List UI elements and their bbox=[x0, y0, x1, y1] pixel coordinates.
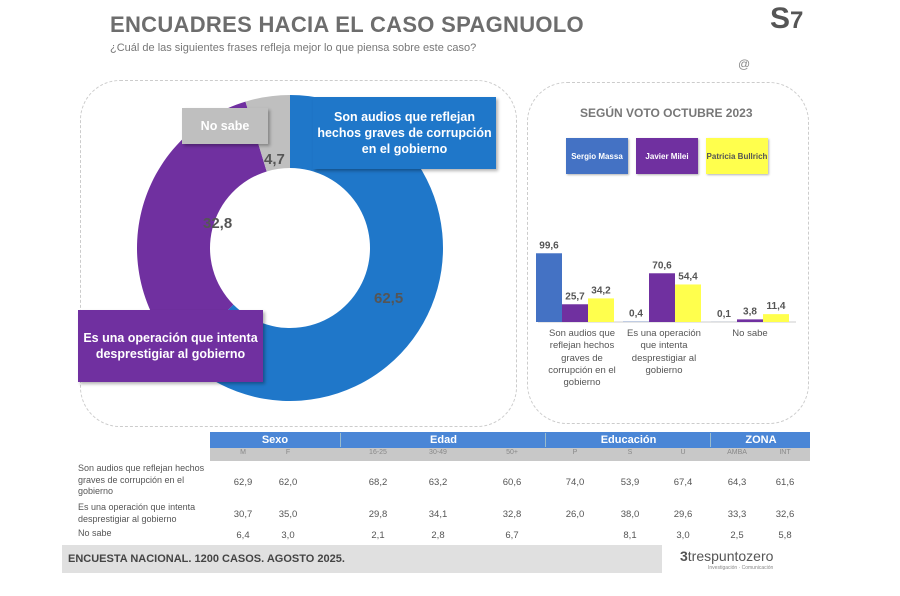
table-cell: 5,8 bbox=[778, 530, 792, 541]
table-cell: 61,6 bbox=[775, 477, 795, 488]
bar-category-corrupcion: Son audios que reflejan hechos graves de… bbox=[548, 328, 616, 389]
bar-value-label: 3,8 bbox=[743, 306, 757, 317]
legend-bullrich: Patricia Bullrich bbox=[706, 138, 768, 174]
bar-value-label: 54,4 bbox=[678, 271, 698, 282]
donut-slice bbox=[136, 101, 267, 357]
table-cell: 6,4 bbox=[236, 530, 250, 541]
footer-note-band bbox=[62, 545, 662, 573]
brand-tagline: Investigación · Comunicación bbox=[708, 565, 774, 571]
table-cell: 35,0 bbox=[278, 509, 298, 520]
bar-value-label: 99,6 bbox=[539, 240, 559, 251]
row-label-nosabe: No sabe bbox=[78, 528, 112, 538]
swirl-icon: @ bbox=[738, 57, 751, 71]
group-zona: ZONA bbox=[710, 433, 811, 447]
column-header: U bbox=[680, 449, 686, 456]
label-box-no-sabe: No sabe bbox=[182, 108, 268, 144]
table-cell: 68,2 bbox=[368, 477, 388, 488]
footer-note: ENCUESTA NACIONAL. 1200 CASOS. AGOSTO 20… bbox=[68, 553, 345, 565]
table-cell: 3,0 bbox=[281, 530, 295, 541]
label-box-corrupcion: Son audios que reflejan hechos graves de… bbox=[313, 97, 496, 169]
table-cell: 53,9 bbox=[620, 477, 640, 488]
bar-category-nosabe: No sabe bbox=[732, 328, 768, 339]
table-cell: 6,7 bbox=[505, 530, 519, 541]
table-cell: 62,0 bbox=[278, 477, 298, 488]
bar bbox=[562, 304, 588, 322]
table-cell: 63,2 bbox=[428, 477, 448, 488]
table-cell: 34,1 bbox=[428, 509, 448, 520]
column-header: AMBA bbox=[727, 449, 747, 456]
bar-value-label: 0,1 bbox=[717, 309, 731, 320]
row-label-operacion: Es una operación que intenta desprestigi… bbox=[78, 502, 196, 524]
brand-logo: 3trespuntozero bbox=[680, 548, 773, 564]
label-box-operacion: Es una operación que intenta desprestigi… bbox=[78, 310, 263, 382]
vote-panel bbox=[527, 82, 809, 424]
table-cell: 60,6 bbox=[502, 477, 522, 488]
bar-value-label: 0,4 bbox=[629, 309, 643, 320]
bar bbox=[763, 314, 789, 322]
donut-value-corrupcion: 62,5 bbox=[374, 290, 404, 307]
group-edad: Edad bbox=[340, 433, 546, 447]
table-cell: 2,8 bbox=[431, 530, 445, 541]
group-sexo: Sexo bbox=[261, 434, 289, 446]
row-label-corrupcion: Son audios que reflejan hechos graves de… bbox=[78, 463, 205, 497]
table-cell: 33,3 bbox=[727, 509, 747, 520]
column-header: INT bbox=[779, 449, 791, 456]
table-cell: 29,8 bbox=[368, 509, 388, 520]
bar-value-label: 25,7 bbox=[565, 291, 585, 302]
bar bbox=[675, 284, 701, 322]
column-header: 16-25 bbox=[369, 449, 387, 456]
table-header-band bbox=[210, 432, 810, 448]
vote-chart-title: SEGÚN VOTO OCTUBRE 2023 bbox=[580, 106, 753, 120]
page-subtitle: ¿Cuál de las siguientes frases refleja m… bbox=[110, 42, 477, 54]
legend-massa: Sergio Massa bbox=[566, 138, 628, 174]
bar bbox=[649, 273, 675, 322]
table-subheader-band bbox=[210, 448, 810, 461]
bar bbox=[536, 253, 562, 322]
column-header: 30-49 bbox=[429, 449, 447, 456]
donut-panel bbox=[80, 80, 517, 427]
column-header: M bbox=[240, 449, 246, 456]
donut-value-operacion: 32,8 bbox=[203, 215, 233, 232]
table-cell: 26,0 bbox=[565, 509, 585, 520]
table-cell: 62,9 bbox=[233, 477, 253, 488]
brand-name: trespuntozero bbox=[687, 548, 774, 564]
table-cell: 29,6 bbox=[673, 509, 693, 520]
bar-value-label: 11,4 bbox=[767, 301, 786, 312]
table-cell: 32,6 bbox=[775, 509, 795, 520]
group-educacion: Educación bbox=[545, 433, 711, 447]
table-cell: 8,1 bbox=[623, 530, 637, 541]
page-title: ENCUADRES HACIA EL CASO SPAGNUOLO bbox=[110, 12, 584, 37]
table-cell: 3,0 bbox=[676, 530, 690, 541]
bar-category-operacion: Es una operación que intenta desprestigi… bbox=[627, 328, 701, 377]
column-header: S bbox=[627, 449, 633, 456]
table-cell: 67,4 bbox=[673, 477, 693, 488]
table-cell: 2,5 bbox=[730, 530, 744, 541]
brand-three-icon: 3 bbox=[680, 548, 688, 564]
column-header: P bbox=[572, 449, 578, 456]
table-cell: 38,0 bbox=[620, 509, 640, 520]
table-cell: 74,0 bbox=[565, 477, 585, 488]
table-cell: 30,7 bbox=[233, 509, 253, 520]
column-header: F bbox=[285, 449, 291, 456]
donut-value-nosabe: 4,7 bbox=[264, 151, 285, 168]
bar-value-label: 34,2 bbox=[591, 285, 611, 296]
column-header: 50+ bbox=[506, 449, 518, 456]
table-cell: 2,1 bbox=[371, 530, 385, 541]
bar-value-label: 70,6 bbox=[652, 260, 672, 271]
bar bbox=[737, 319, 763, 322]
legend-milei: Javier Milei bbox=[636, 138, 698, 174]
table-cell: 32,8 bbox=[502, 509, 522, 520]
table-cell: 64,3 bbox=[727, 477, 747, 488]
logo-icon: S7 bbox=[770, 2, 804, 35]
bar bbox=[588, 298, 614, 322]
